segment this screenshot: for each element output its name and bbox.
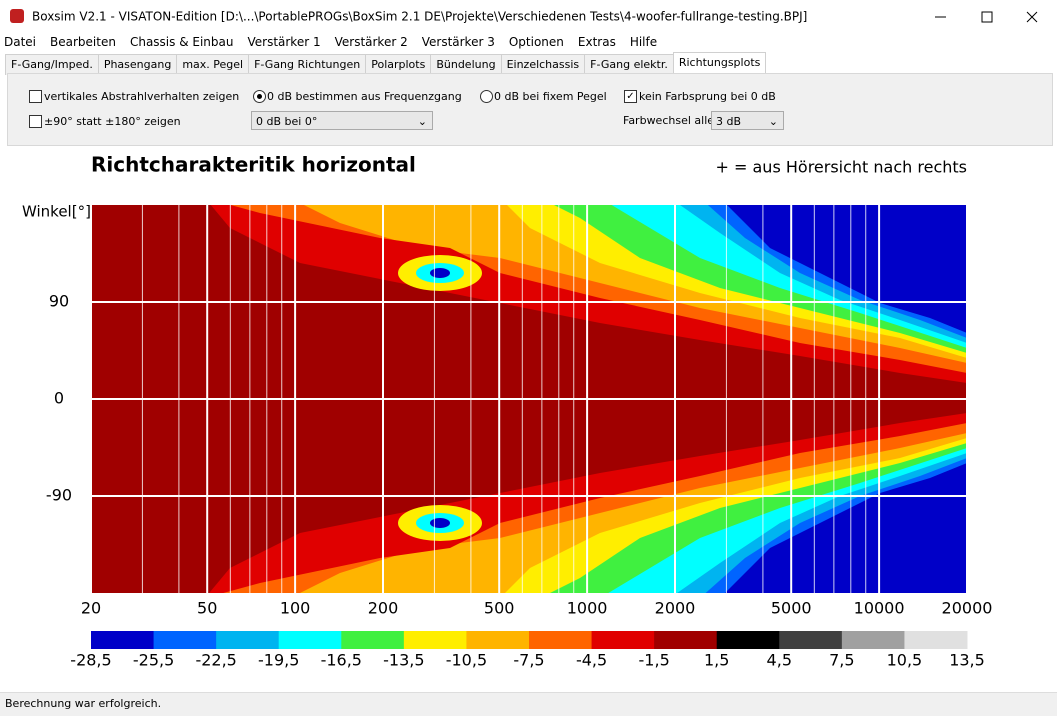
menu-item[interactable]: Verstärker 2 [334, 35, 408, 49]
colorbar-tick-label: -10,5 [446, 651, 487, 670]
checkbox[interactable]: ✓ [624, 90, 637, 103]
colorbar-segment [904, 631, 968, 649]
colorbar-tick-label: 4,5 [767, 651, 792, 670]
colorbar-segment [779, 631, 843, 649]
menu-item[interactable]: Extras [577, 35, 616, 49]
window-title: Boxsim V2.1 - VISATON-Edition [D:\...\Po… [32, 10, 807, 24]
status-bar: Berechnung war erfolgreich. [0, 692, 1057, 716]
y-axis-label: Winkel[°] [22, 203, 91, 221]
close-button[interactable] [1026, 11, 1038, 23]
colorbar-tick-label: -22,5 [195, 651, 236, 670]
option-label: 0 dB bestimmen aus Frequenzgang [267, 90, 462, 103]
x-tick-label: 2000 [655, 599, 696, 618]
x-tick-label: 10000 [854, 599, 905, 618]
tab[interactable]: Richtungsplots [672, 52, 767, 75]
x-tick-label: 20 [81, 599, 101, 618]
chart: Richtcharakteritik horizontal + = aus Hö… [22, 153, 993, 670]
colorbar-segment [716, 631, 780, 649]
tab[interactable]: F-Gang/Imped. [5, 54, 99, 75]
colorbar-segment [403, 631, 467, 649]
colorbar-tick-label: -13,5 [383, 651, 424, 670]
menu-bar: Datei Bearbeiten Chassis & Einbau Verstärke… [4, 33, 657, 51]
maximize-button[interactable] [981, 11, 993, 23]
menu-item[interactable]: Optionen [508, 35, 564, 49]
colorbar-segment [153, 631, 217, 649]
tab[interactable]: max. Pegel [176, 54, 250, 75]
tab-bar: F-Gang/Imped. Phasengang max. Pegel F-Gang … [5, 52, 767, 75]
colorbar-tick-label: 7,5 [829, 651, 854, 670]
colorbar-segment [278, 631, 342, 649]
option-label: 0 dB bei fixem Pegel [494, 90, 607, 103]
colorbar-segment [466, 631, 530, 649]
radio-button[interactable] [253, 90, 266, 103]
menu-item[interactable]: Verstärker 1 [247, 35, 321, 49]
x-tick-label: 100 [280, 599, 311, 618]
radio-button[interactable] [480, 90, 493, 103]
x-tick-label: 50 [197, 599, 217, 618]
checkbox[interactable] [29, 90, 42, 103]
app-icon [10, 9, 24, 23]
tab[interactable]: Phasengang [97, 54, 178, 75]
menu-item[interactable]: Chassis & Einbau [129, 35, 234, 49]
menu-item[interactable]: Verstärker 3 [421, 35, 495, 49]
colorbar-tick-label: 13,5 [949, 651, 985, 670]
annotation: + = aus Hörersicht nach rechts [716, 158, 967, 177]
colorbar-tick-label: -16,5 [321, 651, 362, 670]
tab[interactable]: Einzelchassis [500, 54, 586, 75]
x-tick-label: 20000 [942, 599, 993, 618]
colorbar-tick-label: 10,5 [887, 651, 923, 670]
menu-item[interactable]: Bearbeiten [50, 35, 116, 49]
x-tick-label: 500 [484, 599, 515, 618]
colorbar-tick-label: -7,5 [513, 651, 544, 670]
option-label: vertikales Abstrahlverhalten zeigen [44, 90, 240, 103]
color-step-select[interactable]: 3 dB ⌄ [711, 111, 784, 130]
colorbar-segment [91, 631, 155, 649]
reference-select[interactable]: 0 dB bei 0° ⌄ [251, 111, 433, 130]
colorbar-segment [529, 631, 593, 649]
colorbar-tick-label: 1,5 [704, 651, 729, 670]
options-panel: vertikales Abstrahlverhalten zeigen ±90°… [7, 73, 1053, 146]
y-tick-label: 0 [54, 389, 64, 408]
select-value: 0 dB bei 0° [256, 115, 318, 128]
select-value: 3 dB [716, 115, 742, 128]
option-label: Farbwechsel alle [623, 114, 715, 127]
option-label: kein Farbsprung bei 0 dB [639, 90, 776, 103]
menu-item[interactable]: Hilfe [629, 35, 658, 49]
colorbar-segment [654, 631, 718, 649]
x-tick-label: 5000 [771, 599, 812, 618]
y-tick-label: 90 [49, 292, 69, 311]
colorbar-segment [341, 631, 405, 649]
heatmap-spot [430, 518, 450, 528]
chart-title: Richtcharakteritik horizontal [91, 153, 416, 177]
tab[interactable]: F-Gang elektr. [584, 54, 674, 75]
tab[interactable]: Bündelung [430, 54, 502, 75]
x-tick-label: 200 [368, 599, 399, 618]
colorbar-tick-label: -4,5 [576, 651, 607, 670]
colorbar-tick-label: -19,5 [258, 651, 299, 670]
colorbar-segment [591, 631, 655, 649]
colorbar-segment [216, 631, 280, 649]
x-tick-label: 1000 [567, 599, 608, 618]
option-label: ±90° statt ±180° zeigen [44, 115, 181, 128]
tab[interactable]: F-Gang Richtungen [248, 54, 367, 75]
tab[interactable]: Polarplots [365, 54, 432, 75]
colorbar-tick-label: -25,5 [133, 651, 174, 670]
y-tick-label: -90 [46, 486, 72, 505]
colorbar-tick-label: -28,5 [70, 651, 111, 670]
menu-item[interactable]: Datei [4, 35, 37, 49]
heatmap-spot [430, 268, 450, 278]
title-bar: Boxsim V2.1 - VISATON-Edition [D:\...\Po… [10, 9, 1038, 24]
colorbar-segment [841, 631, 905, 649]
checkbox[interactable] [29, 115, 42, 128]
heatmap [91, 205, 967, 593]
colorbar-tick-label: -1,5 [639, 651, 670, 670]
